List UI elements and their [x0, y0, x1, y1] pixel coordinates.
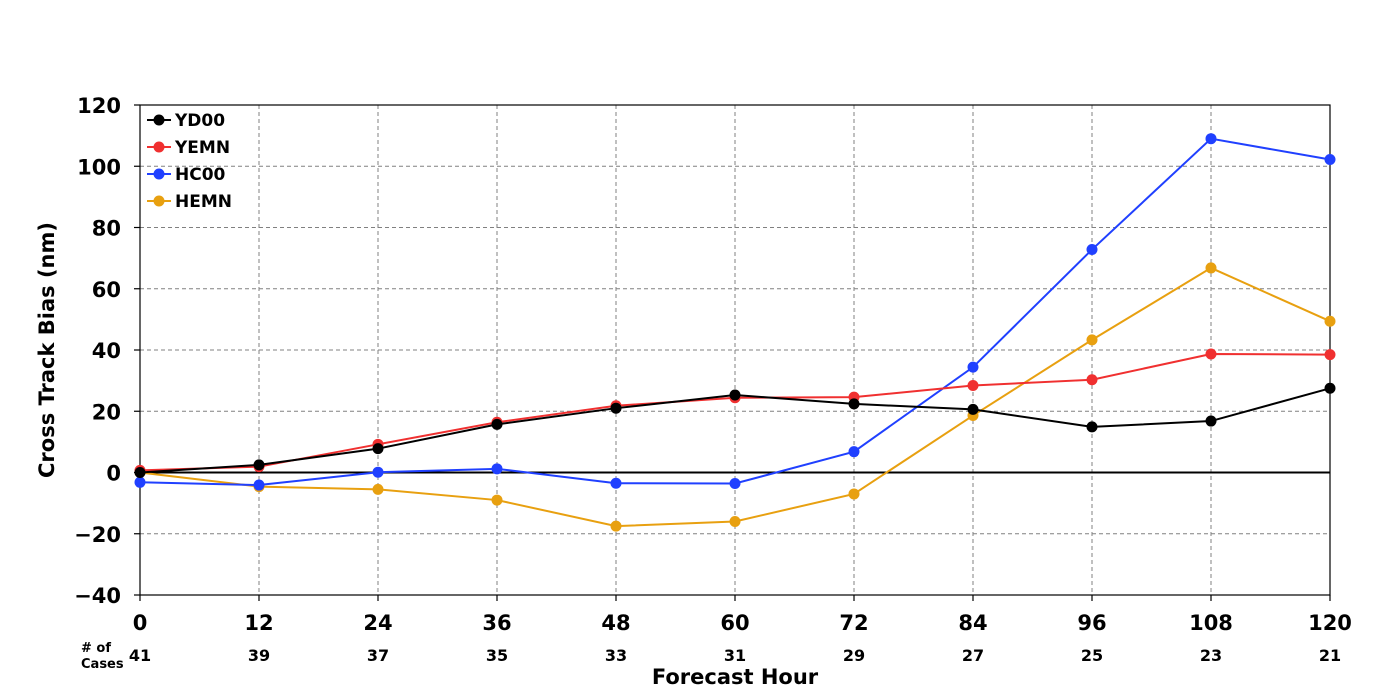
- legend-marker: [153, 114, 165, 126]
- data-point: [372, 466, 384, 478]
- data-point: [848, 446, 860, 458]
- case-count: 41: [129, 646, 151, 665]
- case-count: 37: [367, 646, 389, 665]
- legend-item: HEMN: [147, 192, 232, 212]
- x-tick-label: 24: [363, 611, 392, 635]
- x-tick-label: 108: [1189, 611, 1233, 635]
- y-tick-label: 120: [77, 94, 121, 118]
- x-tick-label: 72: [839, 611, 868, 635]
- data-point: [729, 478, 741, 490]
- cases-label-line2: Cases: [81, 657, 124, 672]
- x-tick-label: 12: [244, 611, 273, 635]
- data-point: [610, 477, 622, 489]
- legend-label: YEMN: [174, 138, 230, 158]
- y-tick-label: 40: [92, 339, 121, 363]
- case-count-labels: 41 39 37 35 33 31 29 27 25 23 21: [129, 646, 1341, 665]
- data-point: [967, 361, 979, 373]
- legend-label: HEMN: [175, 192, 232, 212]
- cases-label-line1: # of: [81, 641, 111, 656]
- y-tick-label: 60: [92, 278, 121, 302]
- case-count: 35: [486, 646, 508, 665]
- x-tick-labels: 0 12 24 36 48 60 72 84 96 108 120: [133, 595, 1352, 635]
- series-yd00: [134, 382, 1336, 478]
- data-point: [1324, 382, 1336, 394]
- case-count: 27: [962, 646, 984, 665]
- case-count: 23: [1200, 646, 1222, 665]
- y-tick-label: 20: [92, 400, 121, 424]
- data-point: [729, 516, 741, 527]
- data-point: [1086, 334, 1098, 346]
- y-tick-label: −20: [74, 523, 121, 547]
- data-point: [610, 520, 622, 532]
- legend-label: YD00: [174, 111, 225, 131]
- x-tick-label: 48: [601, 611, 630, 635]
- data-point: [1086, 374, 1098, 386]
- x-tick-label: 0: [133, 611, 148, 635]
- data-point: [491, 494, 503, 506]
- legend-marker: [153, 141, 165, 153]
- data-point: [1205, 348, 1217, 360]
- data-point: [729, 389, 741, 401]
- data-point: [134, 476, 146, 488]
- legend-marker: [153, 195, 165, 207]
- x-tick-label: 60: [720, 611, 749, 635]
- y-axis-label: Cross Track Bias (nm): [35, 222, 59, 478]
- case-count: 29: [843, 646, 865, 665]
- data-point: [967, 380, 979, 392]
- data-point: [491, 418, 503, 430]
- data-point: [1205, 415, 1217, 427]
- x-tick-label: 96: [1077, 611, 1106, 635]
- data-point: [372, 483, 384, 495]
- data-point: [848, 488, 860, 500]
- data-point: [253, 459, 265, 471]
- x-axis-label: Forecast Hour: [652, 665, 819, 689]
- data-point: [1324, 154, 1336, 166]
- y-tick-label: −40: [74, 584, 121, 608]
- case-count: 33: [605, 646, 627, 665]
- data-point: [1205, 262, 1217, 274]
- data-point: [1324, 315, 1336, 327]
- data-point: [1086, 421, 1098, 433]
- legend-item: YEMN: [147, 138, 230, 158]
- data-point: [1324, 349, 1336, 361]
- data-point: [1205, 133, 1217, 145]
- case-count: 21: [1319, 646, 1341, 665]
- data-point: [967, 403, 979, 415]
- data-point: [372, 443, 384, 455]
- case-count: 25: [1081, 646, 1103, 665]
- case-count: 31: [724, 646, 746, 665]
- series-layer: [134, 133, 1336, 532]
- legend: YD00 YEMN HC00 HEMN: [147, 111, 232, 212]
- case-count: 39: [248, 646, 270, 665]
- y-tick-label: 80: [92, 217, 121, 241]
- data-point: [1086, 244, 1098, 256]
- data-point: [491, 463, 503, 475]
- data-point: [253, 479, 265, 491]
- data-point: [848, 398, 860, 410]
- y-tick-label: 0: [106, 462, 121, 486]
- legend-marker: [153, 168, 165, 180]
- x-tick-label: 84: [958, 611, 987, 635]
- legend-item: HC00: [147, 165, 226, 185]
- y-tick-label: 100: [77, 155, 121, 179]
- series-hc00: [134, 133, 1336, 491]
- data-point: [610, 402, 622, 414]
- x-tick-label: 120: [1308, 611, 1352, 635]
- x-tick-label: 36: [482, 611, 511, 635]
- legend-item: YD00: [147, 111, 225, 131]
- legend-label: HC00: [175, 165, 226, 185]
- y-tick-labels: −40 −20 0 20 40 60 80 100 120: [74, 94, 140, 608]
